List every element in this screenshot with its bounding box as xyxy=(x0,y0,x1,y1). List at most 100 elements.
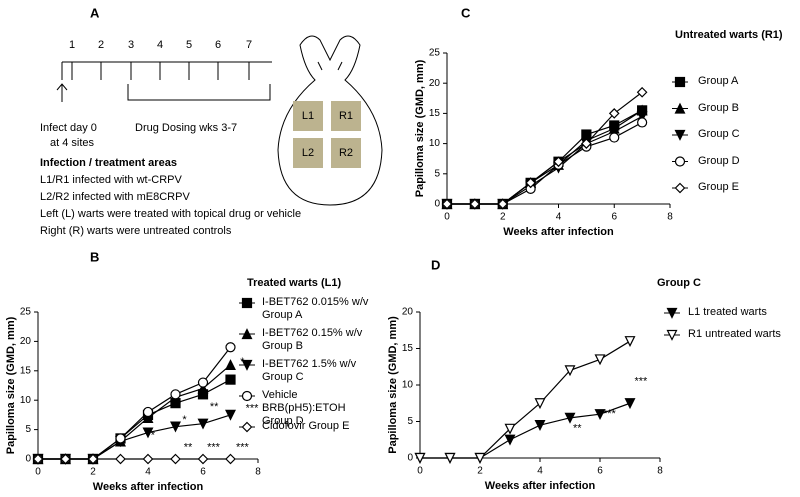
y-tick-label: 20 xyxy=(429,78,441,89)
legend-label: I-BET762 1.5% w/v Group C xyxy=(262,358,357,383)
series-line xyxy=(447,91,643,205)
marker xyxy=(469,198,481,210)
y-tick-label: 15 xyxy=(20,365,32,376)
x-tick-label: 4 xyxy=(556,212,562,223)
marker xyxy=(142,406,154,418)
legend-marker xyxy=(674,102,686,114)
marker xyxy=(414,452,426,464)
marker xyxy=(32,453,44,465)
chart-title: Treated warts (L1) xyxy=(247,277,341,289)
significance: *** xyxy=(207,442,221,454)
timeline-label: 6 xyxy=(215,39,221,51)
marker xyxy=(197,418,209,430)
marker xyxy=(225,453,236,465)
x-tick-label: 2 xyxy=(90,467,96,478)
legend-label: L1 treated warts xyxy=(688,306,767,318)
x-axis-label: Weeks after infection xyxy=(503,226,614,238)
y-tick-label: 10 xyxy=(429,138,441,149)
series-line xyxy=(420,340,631,459)
marker xyxy=(504,434,516,446)
series-line xyxy=(38,346,231,460)
marker xyxy=(142,411,154,423)
significance: * xyxy=(151,429,156,441)
panel-label: A xyxy=(90,5,100,20)
x-axis-label: Weeks after infection xyxy=(485,480,596,492)
marker xyxy=(624,398,636,410)
legend-marker xyxy=(674,182,686,194)
y-tick-label: 5 xyxy=(407,416,413,427)
legend-label: Group B xyxy=(698,101,739,114)
marker xyxy=(504,423,516,435)
treatment-area xyxy=(293,138,323,168)
marker xyxy=(225,374,236,385)
x-tick-label: 6 xyxy=(611,212,617,223)
legend-marker xyxy=(241,390,253,402)
y-tick-label: 0 xyxy=(25,454,31,465)
marker xyxy=(594,354,606,366)
marker xyxy=(142,453,154,465)
y-axis-label: Papilloma size (GMD, mm) xyxy=(414,59,426,197)
x-tick-label: 8 xyxy=(657,466,663,477)
x-tick-label: 0 xyxy=(444,212,450,223)
area-label: R1 xyxy=(339,110,353,122)
marker xyxy=(197,382,209,394)
legend-marker xyxy=(241,421,253,433)
marker xyxy=(225,409,236,421)
note: Right (R) warts were untreated controls xyxy=(40,225,232,237)
area-label: R2 xyxy=(339,147,353,159)
dosing-bracket xyxy=(127,84,271,101)
marker xyxy=(142,427,154,439)
y-tick-label: 25 xyxy=(429,48,441,59)
marker xyxy=(197,377,209,388)
y-tick-label: 20 xyxy=(20,336,32,347)
marker xyxy=(636,111,648,123)
significance: ** xyxy=(573,423,582,435)
legend-label: Group E xyxy=(698,181,739,193)
panel-label: C xyxy=(461,5,471,20)
marker xyxy=(553,156,564,168)
y-tick-label: 5 xyxy=(25,424,31,435)
y-axis-label: Papilloma size (GMD, mm) xyxy=(387,316,399,454)
chart-title: Group C xyxy=(657,277,701,289)
area-label: L2 xyxy=(302,147,314,159)
significance: ** xyxy=(210,401,219,413)
x-tick-label: 8 xyxy=(667,212,673,223)
marker xyxy=(534,398,546,410)
infect-label: Infect day 0 xyxy=(40,122,97,134)
marker xyxy=(497,198,509,210)
timeline-label: 4 xyxy=(157,39,163,51)
timeline-label: 5 xyxy=(186,39,192,51)
legend-label: R1 untreated warts xyxy=(688,328,781,340)
significance: *** xyxy=(603,408,617,420)
treatment-area xyxy=(331,101,361,131)
x-tick-label: 4 xyxy=(537,466,543,477)
significance: * xyxy=(240,356,245,368)
marker xyxy=(609,132,620,143)
y-tick-label: 25 xyxy=(20,307,32,318)
marker xyxy=(170,421,181,433)
chart: C Untreated warts (R1) 0 5 10 15 20 25 0 2 4 6 8 Week… xyxy=(414,5,783,237)
timeline-label: 3 xyxy=(128,39,134,51)
chart: B Treated warts (L1) 0 5 10 15 20 25 0 2 4 6 8 Weeks … xyxy=(5,249,342,492)
x-tick-label: 2 xyxy=(500,212,506,223)
y-tick-label: 10 xyxy=(402,380,414,391)
y-tick-label: 0 xyxy=(434,199,440,210)
x-tick-label: 2 xyxy=(477,466,483,477)
y-tick-label: 15 xyxy=(429,108,441,119)
legend-label: Cidofovir Group E xyxy=(262,420,350,432)
y-tick-label: 15 xyxy=(402,343,414,354)
infect-arrowhead xyxy=(56,83,68,91)
marker xyxy=(564,412,576,424)
marker xyxy=(581,138,592,149)
chart-title: Untreated warts (R1) xyxy=(675,29,783,41)
marker xyxy=(60,453,71,465)
heading: Infection / treatment areas xyxy=(40,157,177,169)
marker xyxy=(474,452,486,464)
significance: ** xyxy=(184,442,193,454)
marker xyxy=(225,359,236,371)
rabbit xyxy=(277,35,383,206)
legend-marker xyxy=(674,129,686,141)
x-tick-label: 0 xyxy=(35,467,41,478)
legend-label: Group C xyxy=(698,128,740,140)
